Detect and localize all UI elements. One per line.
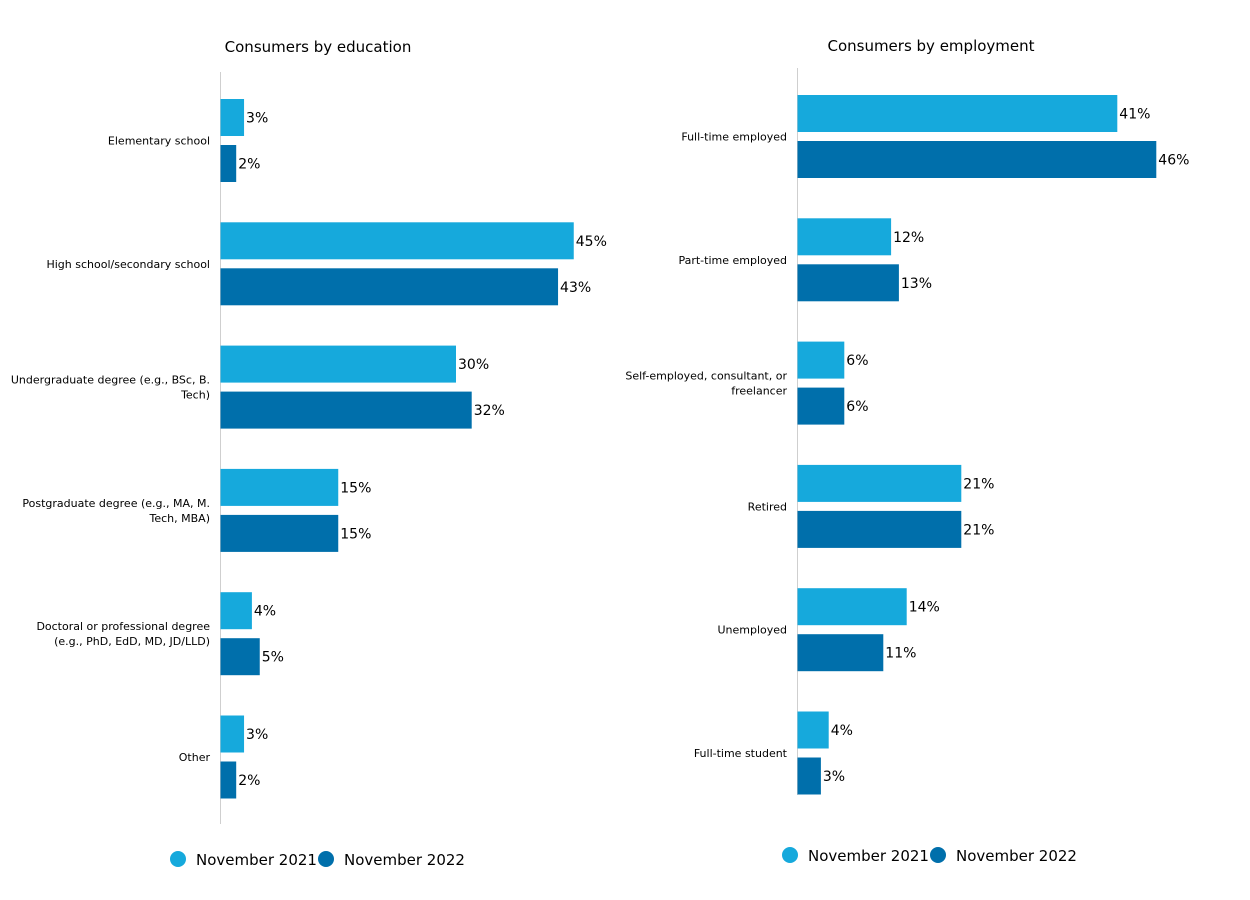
- data-label: 12%: [893, 230, 924, 246]
- data-label: 43%: [560, 280, 591, 296]
- legend-label: November 2021: [808, 847, 929, 865]
- bar-nov-2022: [220, 761, 237, 799]
- data-label: 15%: [340, 526, 371, 542]
- bar-nov-2021: [220, 592, 252, 630]
- data-label: 30%: [458, 357, 489, 373]
- data-label: 6%: [846, 399, 868, 415]
- data-label: 11%: [885, 646, 916, 662]
- data-label: 46%: [1158, 153, 1189, 169]
- data-label: 3%: [246, 111, 268, 127]
- category-label: Elementary school: [108, 135, 210, 148]
- bar-nov-2021: [220, 715, 245, 753]
- chart-title: Consumers by employment: [827, 37, 1034, 55]
- data-label: 2%: [238, 773, 260, 789]
- category-label: Retired: [748, 500, 787, 513]
- category-label: Postgraduate degree (e.g., MA, M. Tech, M…: [22, 497, 210, 525]
- category-label: Unemployed: [717, 624, 787, 637]
- bar-nov-2022: [220, 514, 339, 552]
- legend-marker: [318, 851, 334, 867]
- bar-nov-2021: [797, 464, 962, 502]
- bar-nov-2021: [220, 99, 245, 136]
- chart-education: Consumers by education Elementary school 3…: [11, 38, 607, 869]
- data-label: 32%: [474, 403, 505, 419]
- category-label: Full-time student: [694, 747, 788, 760]
- data-label: 4%: [254, 604, 276, 620]
- legend-marker: [782, 847, 798, 863]
- bar-nov-2022: [797, 634, 884, 672]
- legend-marker: [930, 847, 946, 863]
- data-label: 21%: [963, 476, 994, 492]
- legend-label: November 2022: [956, 847, 1077, 865]
- legend-label: November 2022: [344, 851, 465, 869]
- bar-nov-2022: [797, 387, 845, 425]
- data-label: 2%: [238, 157, 260, 173]
- bar-nov-2021: [797, 711, 829, 749]
- bar-nov-2021: [797, 95, 1118, 132]
- bar-nov-2022: [220, 638, 260, 676]
- category-label: Part-time employed: [678, 254, 787, 267]
- bar-nov-2021: [220, 468, 339, 506]
- category-label: Self-employed, consultant, or freelancer: [625, 370, 787, 398]
- data-label: 4%: [831, 723, 853, 739]
- bar-nov-2021: [797, 341, 845, 379]
- data-label: 45%: [576, 234, 607, 250]
- data-label: 3%: [246, 727, 268, 743]
- data-label: 6%: [846, 353, 868, 369]
- data-label: 5%: [262, 650, 284, 666]
- bar-nov-2022: [220, 145, 237, 182]
- category-label: Full-time employed: [681, 131, 787, 144]
- bar-nov-2021: [220, 345, 456, 383]
- data-label: 3%: [823, 769, 845, 785]
- bar-nov-2021: [797, 588, 907, 626]
- bar-nov-2022: [220, 391, 472, 429]
- bar-nov-2022: [797, 264, 899, 302]
- category-label: Other: [179, 751, 211, 764]
- data-label: 15%: [340, 480, 371, 496]
- data-label: 41%: [1119, 107, 1150, 123]
- legend-marker: [170, 851, 186, 867]
- bar-nov-2021: [220, 222, 574, 260]
- legend-label: November 2021: [196, 851, 317, 869]
- category-label: High school/secondary school: [46, 258, 210, 271]
- bar-nov-2021: [797, 218, 892, 256]
- data-label: 13%: [901, 276, 932, 292]
- category-label: Doctoral or professional degree (e.g., Ph…: [36, 620, 210, 648]
- bar-nov-2022: [220, 268, 559, 306]
- data-label: 21%: [963, 522, 994, 538]
- bar-nov-2022: [797, 757, 821, 795]
- bar-nov-2022: [797, 510, 962, 548]
- data-label: 14%: [909, 600, 940, 616]
- category-label: Undergraduate degree (e.g., BSc, B. Tech): [11, 374, 210, 402]
- bar-nov-2022: [797, 141, 1157, 178]
- chart-title: Consumers by education: [225, 38, 412, 56]
- chart-employment: Consumers by employment Full-time employe…: [625, 37, 1189, 865]
